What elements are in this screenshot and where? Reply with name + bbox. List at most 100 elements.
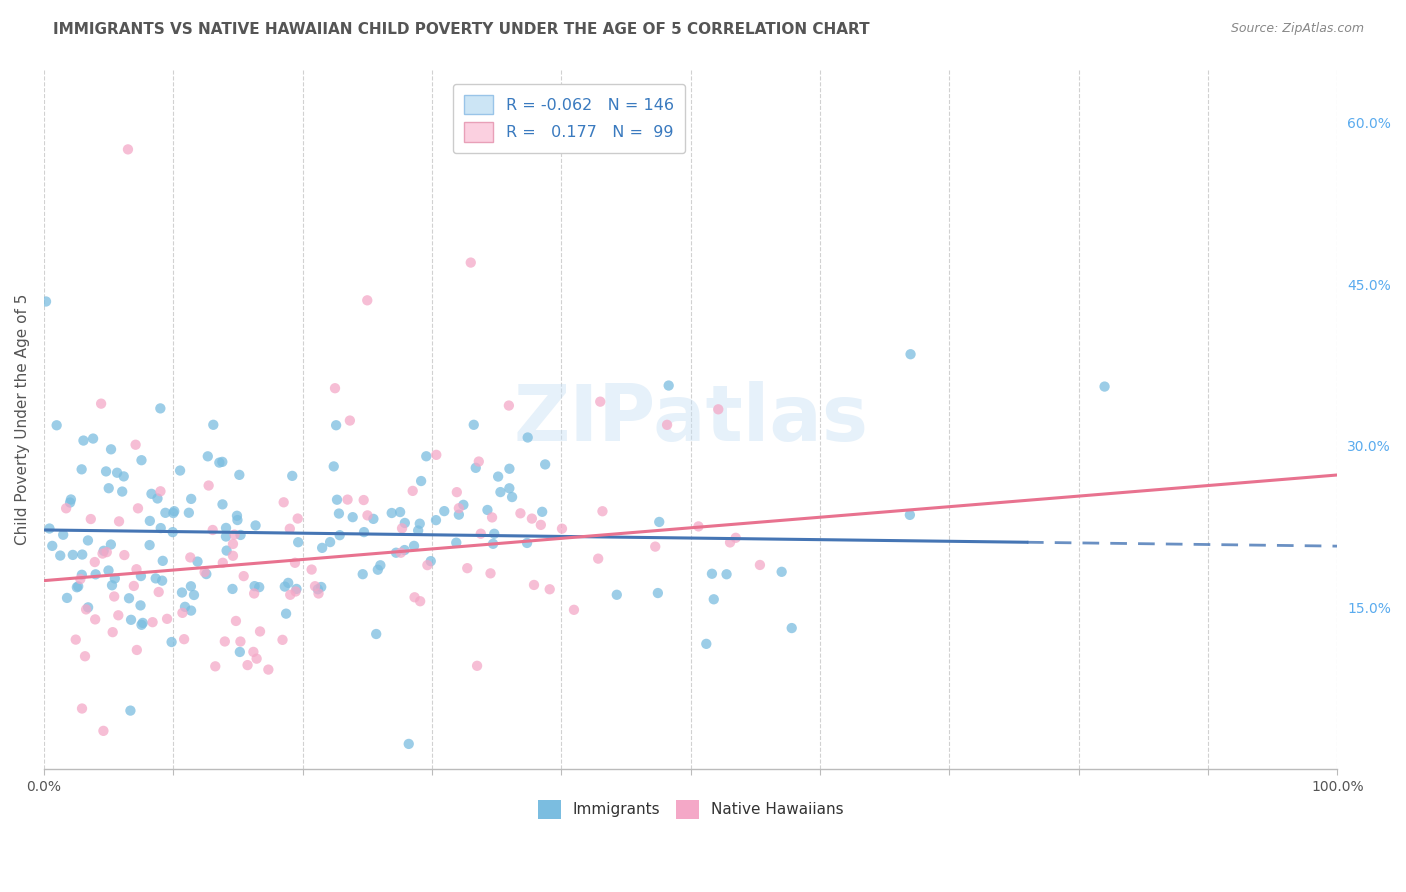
Point xyxy=(531,505,554,519)
Point xyxy=(112,469,135,483)
Point xyxy=(179,550,201,565)
Point xyxy=(481,510,503,524)
Point xyxy=(77,533,100,548)
Point xyxy=(278,588,301,602)
Point xyxy=(229,645,252,659)
Point xyxy=(243,586,266,600)
Point xyxy=(516,430,538,444)
Point xyxy=(72,434,94,448)
Point xyxy=(105,466,128,480)
Point xyxy=(122,579,145,593)
Point xyxy=(108,514,131,528)
Point xyxy=(229,634,252,648)
Point xyxy=(498,462,520,476)
Point xyxy=(366,627,388,641)
Point xyxy=(498,399,520,413)
Point xyxy=(243,579,266,593)
Point xyxy=(284,556,307,570)
Point xyxy=(90,397,112,411)
Point xyxy=(148,585,170,599)
Point xyxy=(273,495,295,509)
Point xyxy=(724,531,747,545)
Point xyxy=(326,492,349,507)
Point xyxy=(367,563,389,577)
Point xyxy=(770,565,793,579)
Point xyxy=(111,484,134,499)
Point xyxy=(225,614,247,628)
Point xyxy=(70,567,93,582)
Point xyxy=(328,507,350,521)
Point xyxy=(780,621,803,635)
Point xyxy=(309,580,332,594)
Point xyxy=(329,528,352,542)
Point xyxy=(69,572,91,586)
Point xyxy=(394,516,416,530)
Point xyxy=(59,495,82,509)
Point xyxy=(180,604,202,618)
Point xyxy=(138,538,160,552)
Point xyxy=(80,512,103,526)
Point xyxy=(247,580,270,594)
Point xyxy=(162,506,184,520)
Point xyxy=(245,518,267,533)
Point xyxy=(707,402,730,417)
Point xyxy=(411,474,433,488)
Point xyxy=(59,492,82,507)
Point xyxy=(339,413,361,427)
Point xyxy=(149,401,172,416)
Point xyxy=(84,612,107,626)
Point xyxy=(433,504,456,518)
Point xyxy=(446,485,468,500)
Point xyxy=(1094,379,1116,393)
Point xyxy=(160,635,183,649)
Point xyxy=(38,522,60,536)
Point xyxy=(658,378,681,392)
Point xyxy=(409,594,432,608)
Point xyxy=(156,612,179,626)
Point xyxy=(406,524,429,538)
Point xyxy=(308,586,330,600)
Point xyxy=(101,578,124,592)
Point xyxy=(129,599,152,613)
Point xyxy=(446,535,468,549)
Point xyxy=(83,555,105,569)
Point xyxy=(41,539,63,553)
Point xyxy=(648,515,671,529)
Point xyxy=(169,464,191,478)
Point xyxy=(139,514,162,528)
Point xyxy=(381,506,404,520)
Point xyxy=(353,525,375,540)
Legend: Immigrants, Native Hawaiians: Immigrants, Native Hawaiians xyxy=(531,794,849,825)
Point xyxy=(142,615,165,630)
Point xyxy=(301,563,323,577)
Point xyxy=(62,548,84,562)
Point xyxy=(125,562,148,576)
Point xyxy=(125,643,148,657)
Point xyxy=(194,565,217,579)
Point xyxy=(215,521,238,535)
Point xyxy=(460,255,482,269)
Point xyxy=(482,537,505,551)
Point xyxy=(353,493,375,508)
Point xyxy=(385,546,408,560)
Point xyxy=(197,450,219,464)
Point xyxy=(221,582,243,596)
Point xyxy=(404,591,426,605)
Point xyxy=(538,582,561,597)
Point xyxy=(208,456,231,470)
Point xyxy=(447,508,470,522)
Point xyxy=(688,519,710,533)
Point xyxy=(470,526,492,541)
Point xyxy=(67,579,90,593)
Point xyxy=(356,508,378,523)
Point xyxy=(456,561,478,575)
Point xyxy=(325,418,347,433)
Point xyxy=(425,513,447,527)
Point xyxy=(425,448,447,462)
Point xyxy=(173,632,195,647)
Point xyxy=(274,607,297,621)
Point xyxy=(222,537,245,551)
Point xyxy=(101,625,124,640)
Point xyxy=(647,586,669,600)
Point xyxy=(100,442,122,457)
